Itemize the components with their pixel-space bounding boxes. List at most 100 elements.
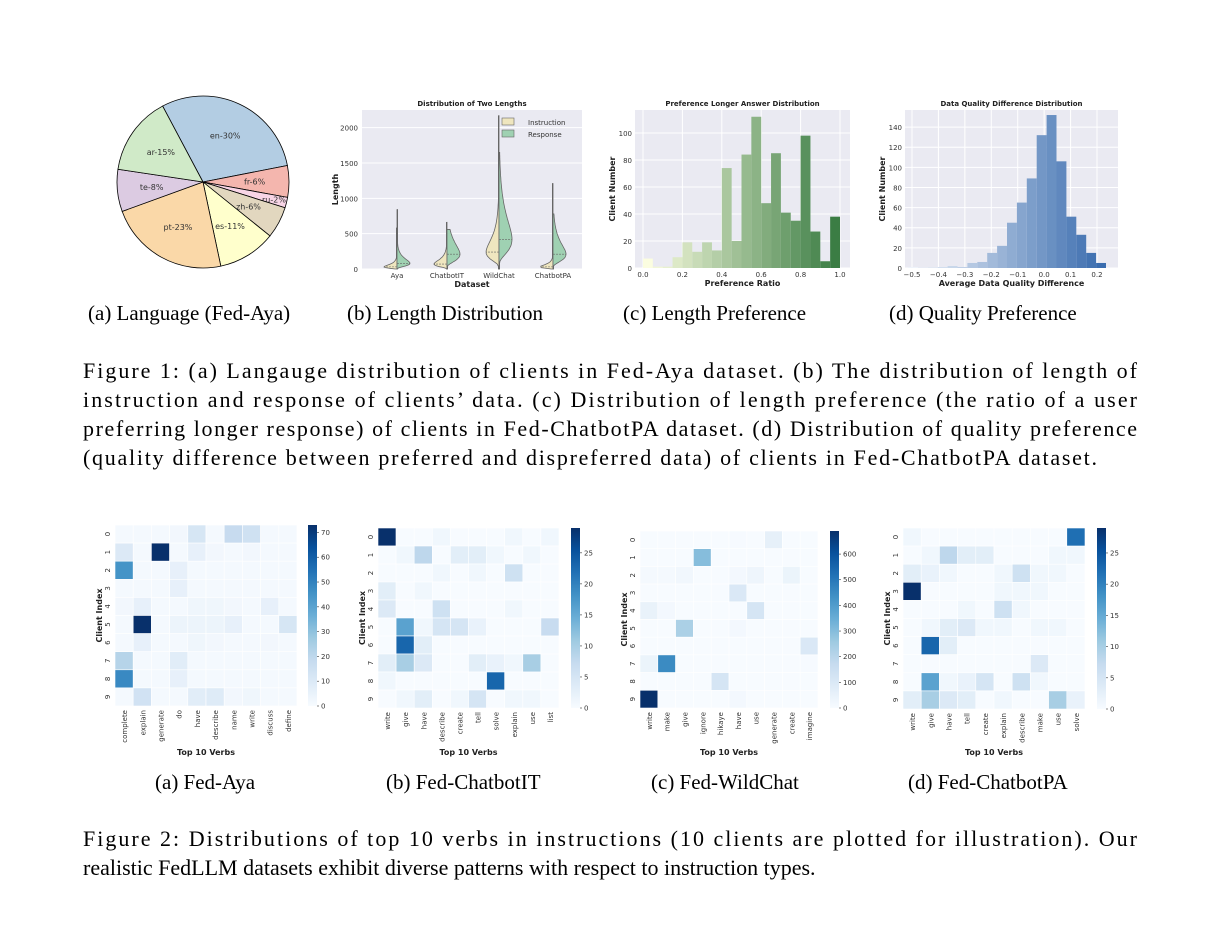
heatmap-cell xyxy=(975,527,995,547)
heatmap-cell xyxy=(504,671,524,691)
heatmap-cell xyxy=(468,635,487,655)
y-tick-label: 100 xyxy=(619,130,632,138)
y-tick-label: 80 xyxy=(623,157,632,165)
heatmap-cell xyxy=(764,689,783,709)
heatmap-cell xyxy=(1066,654,1086,674)
heatmap-cell xyxy=(1066,672,1086,692)
x-tick-label: generate xyxy=(771,712,779,744)
histogram-chart: 0 20 40 60 80 100 0.0 0.2 0.4 0.6 0.8 1.0 Preference… xyxy=(608,100,850,288)
histogram-bar xyxy=(1076,234,1087,268)
heatmap-cell xyxy=(782,672,801,691)
histogram-bar xyxy=(692,251,703,268)
heatmap-cell xyxy=(114,633,134,652)
histogram-bar xyxy=(917,267,928,268)
x-tick-label: −0.3 xyxy=(956,271,973,279)
heatmap-cell xyxy=(205,597,225,616)
violin-half-instruction xyxy=(433,221,448,270)
heatmap-cell xyxy=(639,601,659,620)
x-tick-label: 0.0 xyxy=(1039,271,1050,279)
heatmap-cell xyxy=(657,672,676,691)
heatmap-cell xyxy=(486,563,506,583)
x-tick-label: write xyxy=(909,713,917,731)
heatmap-cell xyxy=(486,653,506,673)
colorbar xyxy=(830,531,839,708)
y-tick-label: 0 xyxy=(892,535,900,539)
heatmap-cell xyxy=(902,581,922,601)
heatmap-cell xyxy=(187,560,207,580)
heatmap-cell xyxy=(223,578,243,598)
histogram-bar xyxy=(927,267,938,268)
y-tick-label: 2 xyxy=(629,573,637,577)
histogram-bar xyxy=(1086,252,1097,268)
heatmap-cell xyxy=(223,524,243,544)
heatmap-cell xyxy=(1066,527,1086,547)
heatmap-cell xyxy=(675,636,694,656)
colorbar-tick-label: 5 xyxy=(1110,674,1114,682)
heatmap-cell xyxy=(151,560,170,580)
heatmap-cell xyxy=(1030,563,1049,583)
histogram-bar xyxy=(1036,135,1047,268)
heatmap-cell xyxy=(782,636,801,656)
heatmap-cell xyxy=(278,687,298,707)
y-tick-label: 5 xyxy=(629,626,637,630)
heatmap-cell xyxy=(693,530,712,550)
heatmap-cell xyxy=(746,583,765,603)
y-tick-label: 0 xyxy=(628,265,632,273)
heatmap-cell xyxy=(939,581,958,601)
heatmap-cell xyxy=(939,563,958,583)
heatmap-cell xyxy=(205,542,225,562)
heatmap-cell xyxy=(413,671,433,691)
y-tick-label: 4 xyxy=(892,607,900,612)
heatmap-cell xyxy=(957,527,977,547)
heatmap-cell xyxy=(975,636,995,655)
x-tick-label: write xyxy=(384,712,392,730)
heatmap-cell xyxy=(504,599,524,619)
heatmap-cell xyxy=(187,524,207,544)
heatmap-cell xyxy=(710,619,730,638)
fig1-subcaption-b: (b) Length Distribution xyxy=(347,301,543,325)
heatmap-cell xyxy=(746,548,765,567)
fig2-subcaption-c: (c) Fed-WildChat xyxy=(651,770,799,794)
heatmap-cell xyxy=(377,689,397,709)
heatmap-cell xyxy=(993,545,1013,565)
heatmap-cell xyxy=(151,651,170,671)
y-tick-label: 7 xyxy=(892,662,900,666)
heatmap-cell xyxy=(223,560,243,580)
heatmap-cell xyxy=(975,545,995,565)
colorbar-tick-label: 0 xyxy=(1110,706,1114,714)
heatmap-cell xyxy=(1066,636,1086,655)
heatmap-cell xyxy=(657,619,676,638)
heatmap-cell xyxy=(151,542,170,562)
heatmap-cell xyxy=(540,653,560,673)
heatmap-cell xyxy=(1030,654,1049,674)
heatmap-cell xyxy=(746,654,765,673)
histogram-bar xyxy=(977,261,988,268)
histogram-bar xyxy=(751,116,762,268)
colorbar-tick-label: 500 xyxy=(843,576,856,584)
heatmap-cell xyxy=(132,615,152,634)
y-axis-label: Client Index xyxy=(883,591,892,646)
x-tick-label: generate xyxy=(158,710,166,742)
y-tick-label: 0 xyxy=(354,266,358,274)
x-axis-label: Top 10 Verbs xyxy=(965,748,1023,757)
heatmap-cell xyxy=(450,581,469,601)
heatmap-cell xyxy=(486,617,506,637)
x-tick-label: do xyxy=(176,710,184,719)
heatmap-cell xyxy=(799,583,819,603)
heatmap-cell xyxy=(902,545,922,565)
heatmap-cell xyxy=(377,527,397,547)
x-tick-label: ignore xyxy=(699,712,707,734)
heatmap-cell xyxy=(114,687,134,707)
y-tick-label: 1500 xyxy=(340,160,358,168)
histogram-bar xyxy=(830,216,840,268)
y-tick-label: 500 xyxy=(345,231,358,239)
heatmap-cell xyxy=(657,566,676,585)
heatmap-chart: write give have describe create tell solve expl… xyxy=(358,527,593,757)
heatmap-cell xyxy=(939,527,958,547)
colorbar-tick-label: 25 xyxy=(1110,549,1119,557)
heatmap-cell xyxy=(902,618,922,637)
heatmap-cell xyxy=(522,563,542,583)
y-tick-label: 2 xyxy=(892,571,900,575)
heatmap-cell xyxy=(675,689,694,709)
histogram-bar xyxy=(1007,222,1017,268)
